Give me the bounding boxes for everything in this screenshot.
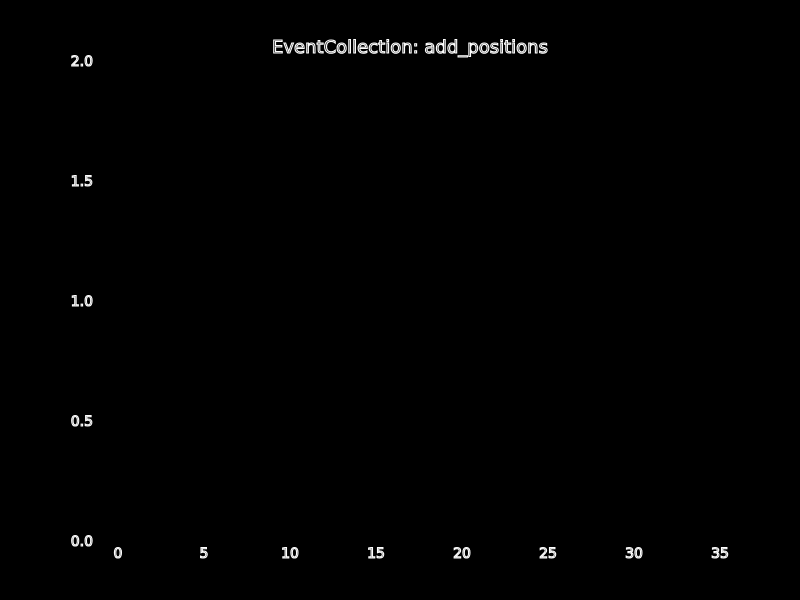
x-tick-label: 0 — [114, 546, 123, 562]
x-tick-label: 25 — [539, 546, 557, 562]
y-tick-label: 1.0 — [71, 294, 93, 310]
x-tick-label: 20 — [453, 546, 471, 562]
x-tick-label: 5 — [200, 546, 209, 562]
y-axis-ticks: 0.0 0.5 1.0 1.5 2.0 — [70, 53, 93, 550]
y-tick-label: 2.0 — [71, 54, 93, 70]
x-tick-label: 10 — [281, 546, 299, 562]
x-tick-label: 15 — [367, 546, 385, 562]
y-tick-label: 0.5 — [71, 414, 93, 430]
chart-title: EventCollection: add_positions — [272, 37, 548, 58]
y-tick-label: 1.5 — [71, 174, 93, 190]
y-tick-label: 0.0 — [71, 534, 93, 550]
x-tick-label: 35 — [711, 546, 729, 562]
x-axis-ticks: 0 5 10 15 20 25 30 35 — [113, 545, 729, 562]
x-tick-label: 30 — [625, 546, 643, 562]
